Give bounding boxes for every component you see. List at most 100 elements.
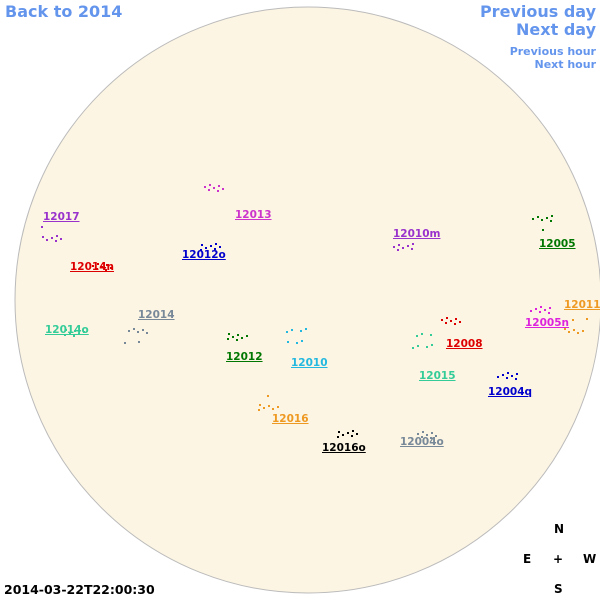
- next-day-link[interactable]: Next day: [516, 20, 596, 39]
- sunspot-dot: [351, 435, 353, 437]
- sunspot-dot: [446, 317, 448, 319]
- sunspot-dot: [301, 340, 303, 342]
- sunspot-dot: [128, 330, 130, 332]
- sunspot-dot: [138, 341, 140, 343]
- sunspot-dot: [137, 331, 139, 333]
- region-label[interactable]: 12010: [291, 357, 328, 369]
- region-label[interactable]: 12005: [539, 238, 576, 250]
- sunspot-dot: [407, 245, 409, 247]
- previous-day-link[interactable]: Previous day: [479, 2, 596, 21]
- sunspot-dot: [459, 321, 461, 323]
- sunspot-dot: [342, 434, 344, 436]
- sunspot-dot: [110, 267, 112, 269]
- sunspot-dot: [568, 331, 570, 333]
- region-label[interactable]: 12011: [564, 299, 600, 311]
- sunspot-dot: [426, 434, 428, 436]
- region-label[interactable]: 12010m: [393, 228, 441, 240]
- sunspot-dot: [92, 265, 94, 267]
- sunspot-dot: [73, 335, 75, 337]
- sunspot-dot: [219, 246, 221, 248]
- region-label[interactable]: 12008: [446, 338, 483, 350]
- back-link[interactable]: Back to 2014: [5, 2, 123, 21]
- sunspot-dot: [55, 240, 57, 242]
- next-hour-link[interactable]: Next hour: [534, 58, 597, 71]
- sunspot-dot: [258, 409, 260, 411]
- sunspot-dot: [507, 372, 509, 374]
- sunspot-dot: [46, 239, 48, 241]
- sunspot-dot: [201, 244, 203, 246]
- sunspot-dot: [65, 329, 67, 331]
- sunspot-dot: [232, 336, 234, 338]
- sunspot-dot: [204, 186, 206, 188]
- sunspot-dot: [412, 243, 414, 245]
- sunspot-dot: [286, 331, 288, 333]
- sunspot-dot: [431, 344, 433, 346]
- sunspot-dot: [430, 334, 432, 336]
- solar-disc: [14, 6, 600, 594]
- sunspot-dot: [544, 309, 546, 311]
- sunspot-dot: [550, 220, 552, 222]
- region-label[interactable]: 12004q: [488, 386, 533, 398]
- region-label[interactable]: 12013: [235, 209, 272, 221]
- sunspot-dot: [259, 404, 261, 406]
- sunspot-dot: [277, 406, 279, 408]
- sunspot-dot: [435, 435, 437, 437]
- sunspot-dot: [241, 337, 243, 339]
- sunspot-dot: [305, 328, 307, 330]
- sunspot-dot: [83, 331, 85, 333]
- sunspot-dot: [51, 237, 53, 239]
- sunspot-dot: [551, 215, 553, 217]
- region-label[interactable]: 12004o: [400, 436, 444, 448]
- region-label[interactable]: 12005n: [525, 317, 570, 329]
- sunspot-dot: [142, 329, 144, 331]
- region-label[interactable]: 12012o: [182, 249, 226, 261]
- sunspot-dot: [417, 433, 419, 435]
- sunspot-dot: [511, 375, 513, 377]
- sunspot-dot: [205, 247, 207, 249]
- region-label[interactable]: 12014: [138, 309, 175, 321]
- sunspot-dot: [97, 263, 99, 265]
- sunspot-dot: [421, 333, 423, 335]
- sunspot-dot: [502, 374, 504, 376]
- sunspot-dot: [426, 346, 428, 348]
- sunspot-dot: [124, 342, 126, 344]
- region-label[interactable]: 12014n: [70, 261, 115, 273]
- sunspot-dot: [146, 332, 148, 334]
- sunspot-dot: [41, 226, 43, 228]
- sunspot-dot: [573, 329, 575, 331]
- compass-east: E: [523, 552, 532, 566]
- sunspot-dot: [42, 236, 44, 238]
- sunspot-dot: [421, 436, 423, 438]
- sunspot-dot: [412, 347, 414, 349]
- sunspot-dot: [209, 184, 211, 186]
- sunspot-dot: [106, 264, 108, 266]
- sunspot-dot: [267, 395, 269, 397]
- region-label[interactable]: 12017: [43, 211, 80, 223]
- region-label[interactable]: 12012: [226, 351, 263, 363]
- sunspot-dot: [530, 310, 532, 312]
- sunspot-dot: [537, 216, 539, 218]
- sunspot-dot: [105, 269, 107, 271]
- sunspot-dot: [218, 185, 220, 187]
- sunspot-dot: [548, 312, 550, 314]
- sunspot-dot: [582, 330, 584, 332]
- compass-center: +: [553, 552, 564, 566]
- region-label[interactable]: 12016: [272, 413, 309, 425]
- sunspot-dot: [291, 329, 293, 331]
- sunspot-dot: [352, 430, 354, 432]
- sunspot-dot: [393, 246, 395, 248]
- region-label[interactable]: 12015: [419, 370, 456, 382]
- sunspot-dots: [41, 184, 588, 439]
- sunspot-dot: [214, 248, 216, 250]
- sunspot-dot: [542, 229, 544, 231]
- region-label[interactable]: 12014o: [45, 324, 89, 336]
- previous-hour-link[interactable]: Previous hour: [509, 45, 596, 58]
- sunspot-dot: [455, 318, 457, 320]
- sunspot-dot: [397, 249, 399, 251]
- sunspot-dot: [445, 322, 447, 324]
- region-label[interactable]: 12016o: [322, 442, 366, 454]
- sunspot-dot: [296, 342, 298, 344]
- sunspot-dot: [300, 330, 302, 332]
- sunspot-dot: [539, 311, 541, 313]
- sunspot-dot: [541, 219, 543, 221]
